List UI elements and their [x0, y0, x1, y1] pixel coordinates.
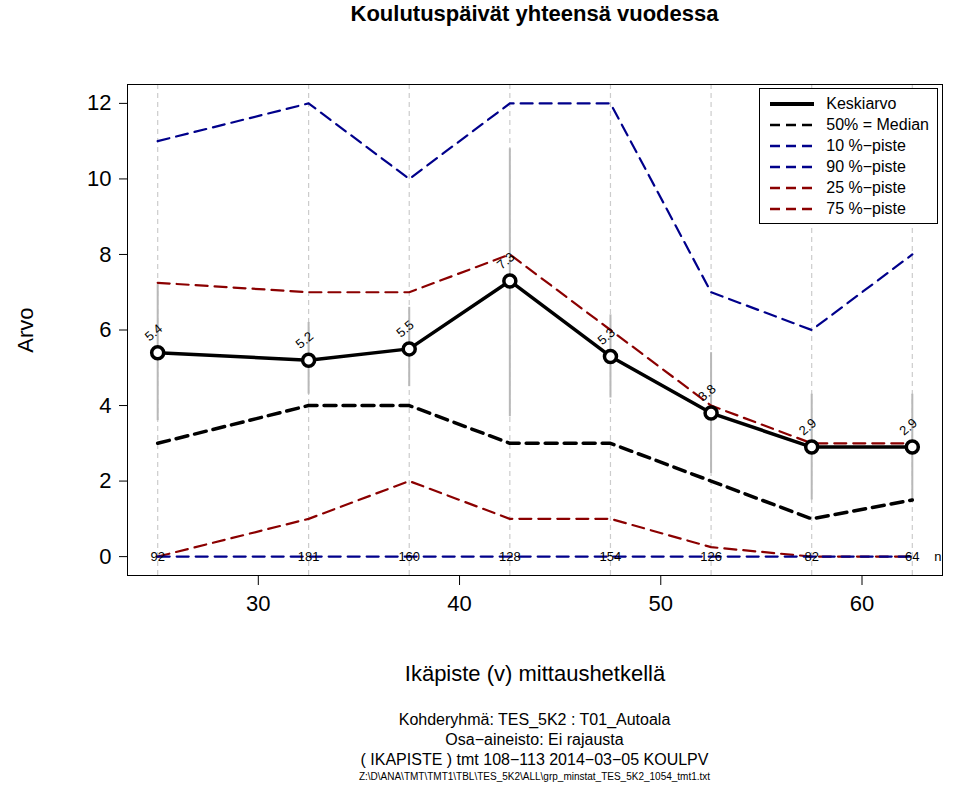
svg-text:10: 10	[87, 166, 111, 191]
svg-text:92: 92	[150, 549, 164, 564]
svg-text:126: 126	[700, 549, 722, 564]
svg-text:82: 82	[804, 549, 818, 564]
svg-text:60: 60	[850, 591, 874, 616]
svg-text:Arvo: Arvo	[13, 307, 38, 352]
svg-text:40: 40	[447, 591, 471, 616]
svg-text:n: n	[934, 549, 941, 564]
svg-text:7.3: 7.3	[494, 249, 517, 272]
svg-text:64: 64	[905, 549, 919, 564]
svg-text:0: 0	[99, 544, 111, 569]
html-text:Keskiarvo: Keskiarvo	[826, 94, 897, 112]
html-text:75 %−piste: 75 %−piste	[826, 199, 906, 217]
svg-text:4: 4	[99, 393, 111, 418]
svg-text:2: 2	[99, 468, 111, 493]
svg-text:181: 181	[298, 549, 320, 564]
svg-text:12: 12	[87, 90, 111, 115]
svg-text:5.5: 5.5	[393, 317, 416, 340]
svg-text:50: 50	[649, 591, 673, 616]
svg-text:5.4: 5.4	[142, 321, 165, 344]
html-text:90 %−piste: 90 %−piste	[826, 157, 906, 175]
svg-text:5.2: 5.2	[293, 328, 316, 351]
svg-text:5.3: 5.3	[594, 325, 617, 348]
html-text:( IKAPISTE ) tmt 108−113 2014−: ( IKAPISTE ) tmt 108−113 2014−03−05 KOUL…	[360, 751, 709, 768]
svg-text:154: 154	[600, 549, 622, 564]
svg-text:2.9: 2.9	[896, 415, 919, 438]
html-text:50% = Median: 50% = Median	[826, 115, 929, 133]
svg-text:30: 30	[246, 591, 270, 616]
html-text:Koulutuspäivät yhteensä vuodes: Koulutuspäivät yhteensä vuodessa	[350, 1, 719, 26]
html-text:Z:\D\ANA\TMT\TMT1\TBL\TES_5K2\: Z:\D\ANA\TMT\TMT1\TBL\TES_5K2\ALL\grp_mi…	[358, 771, 711, 782]
svg-text:6: 6	[99, 317, 111, 342]
html-text:Kohderyhmä: TES_5K2 : T01_Auto: Kohderyhmä: TES_5K2 : T01_Autoala	[398, 711, 671, 728]
svg-text:128: 128	[499, 549, 521, 564]
svg-text:Ikäpiste (v) mittaushetkellä: Ikäpiste (v) mittaushetkellä	[405, 661, 666, 686]
svg-text:2.9: 2.9	[796, 415, 819, 438]
svg-text:3.8: 3.8	[695, 381, 718, 404]
html-text:Osa−aineisto: Ei rajausta: Osa−aineisto: Ei rajausta	[445, 731, 624, 748]
svg-text:160: 160	[398, 549, 420, 564]
svg-text:8: 8	[99, 242, 111, 267]
html-text:25 %−piste: 25 %−piste	[826, 178, 906, 196]
html-text:10 %−piste: 10 %−piste	[826, 136, 906, 154]
